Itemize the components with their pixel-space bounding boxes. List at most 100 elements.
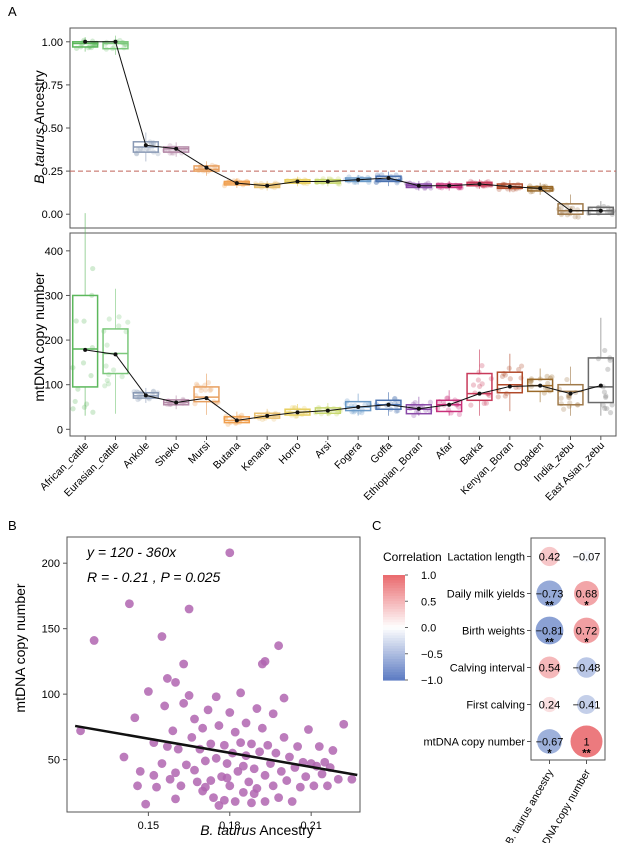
- x-tick-label: 0.21: [300, 820, 321, 832]
- scatter-equation: y = 120 - 360x: [86, 544, 177, 560]
- mean-point: [538, 383, 543, 388]
- legend-swatch: [383, 590, 405, 594]
- scatter-point: [268, 709, 278, 719]
- scatter-point: [157, 632, 167, 641]
- sample-point: [472, 180, 479, 186]
- sample-point: [425, 180, 431, 186]
- legend-swatch: [383, 575, 405, 579]
- sample-point: [167, 150, 173, 156]
- legend-swatch: [383, 627, 405, 631]
- sample-point: [320, 176, 326, 182]
- y-tick-label: 0.25: [42, 166, 63, 178]
- scatter-point: [304, 725, 313, 734]
- scatter-point: [135, 767, 145, 776]
- y-tick-label: 200: [42, 558, 60, 570]
- sample-point: [507, 376, 513, 382]
- correlation-circle: [574, 581, 599, 606]
- sample-point: [506, 365, 512, 371]
- scatter-point: [209, 793, 218, 802]
- scatter-point: [276, 767, 286, 776]
- y-tick-label: 0.00: [42, 209, 63, 221]
- sample-point: [572, 214, 578, 220]
- mean-point: [83, 39, 88, 44]
- significance-mark: *: [584, 600, 589, 612]
- mean-point: [234, 418, 239, 423]
- scatter-point: [141, 799, 151, 809]
- legend-swatch: [383, 606, 405, 610]
- scatter-point: [149, 770, 159, 780]
- sample-point: [558, 205, 564, 211]
- scatter-point: [211, 692, 221, 702]
- sample-point: [470, 382, 477, 388]
- scatter-point: [157, 759, 167, 768]
- scatter-xlabel-rest: Ancestry: [256, 822, 314, 838]
- scatter-point: [301, 772, 311, 782]
- scatter-point: [171, 794, 180, 804]
- mean-point: [143, 143, 148, 148]
- sample-point: [207, 387, 213, 393]
- scatter-point: [165, 774, 175, 784]
- mean-point: [447, 402, 452, 407]
- scatter-point: [260, 797, 270, 806]
- sample-point: [518, 363, 525, 369]
- mean-point: [113, 352, 118, 357]
- group-label: Sheko: [153, 440, 183, 470]
- scatter-point: [214, 721, 224, 730]
- group-label: Goffa: [368, 440, 395, 467]
- mean-point: [295, 179, 300, 184]
- scatter-point: [119, 752, 129, 762]
- legend-swatch: [383, 651, 405, 655]
- sample-point: [70, 406, 76, 412]
- correlation-legend: 1.0 0.5 0.0 −0.5 −1.0: [383, 570, 443, 687]
- y-tick-label: 50: [48, 755, 60, 767]
- y-tick-label: 0: [57, 424, 63, 436]
- scatter-point: [241, 718, 251, 728]
- scatter-point: [236, 738, 246, 747]
- group-label: Ankole: [121, 440, 152, 471]
- scatter-point: [249, 764, 259, 774]
- mean-point: [265, 183, 270, 188]
- sample-point: [479, 363, 485, 369]
- legend-swatch: [383, 624, 405, 629]
- mean-point: [416, 406, 421, 411]
- correlation-value: −0.81: [536, 626, 564, 638]
- legend-swatch: [383, 656, 405, 660]
- sample-point: [198, 387, 204, 394]
- sample-point: [477, 383, 483, 390]
- significance-mark: *: [584, 637, 589, 649]
- correlation-heatmap: Lactation length 0.42 −0.07 Daily milk yiel…: [424, 537, 606, 843]
- row-label: mtDNA copy number: [424, 737, 526, 749]
- y-tick-label: 100: [42, 689, 60, 701]
- legend-swatch: [383, 614, 405, 618]
- legend-swatch: [383, 593, 405, 597]
- box-Eurasian_cattle: [102, 328, 129, 375]
- sample-point: [544, 373, 550, 379]
- legend-swatch: [383, 630, 405, 634]
- scatter-point: [293, 742, 303, 751]
- sample-point: [81, 318, 87, 324]
- mean-point: [113, 39, 118, 44]
- scatter-point: [285, 752, 294, 762]
- correlation-circle: [536, 580, 563, 607]
- mean-point: [386, 176, 391, 180]
- sample-point: [499, 373, 506, 380]
- scatter-point: [171, 677, 180, 687]
- sample-point: [502, 393, 508, 399]
- correlation-circle: [535, 616, 564, 645]
- scatter-point: [198, 723, 208, 733]
- row-label: Daily milk yields: [447, 589, 526, 601]
- correlation-value: 0.72: [576, 626, 597, 638]
- mean-point: [598, 208, 603, 213]
- scatter-point: [184, 691, 194, 700]
- mean-point: [416, 183, 421, 188]
- significance-mark: **: [545, 600, 554, 612]
- sample-point: [479, 381, 485, 387]
- mean-trend-line: [85, 349, 601, 421]
- sample-point: [528, 379, 534, 385]
- sample-point: [513, 384, 519, 391]
- box-Kenyan_Boran: [496, 371, 524, 394]
- sample-point: [104, 377, 110, 384]
- correlation-value: −0.67: [536, 737, 564, 749]
- scatter-stats: R = - 0.21 , P = 0.025: [87, 569, 221, 585]
